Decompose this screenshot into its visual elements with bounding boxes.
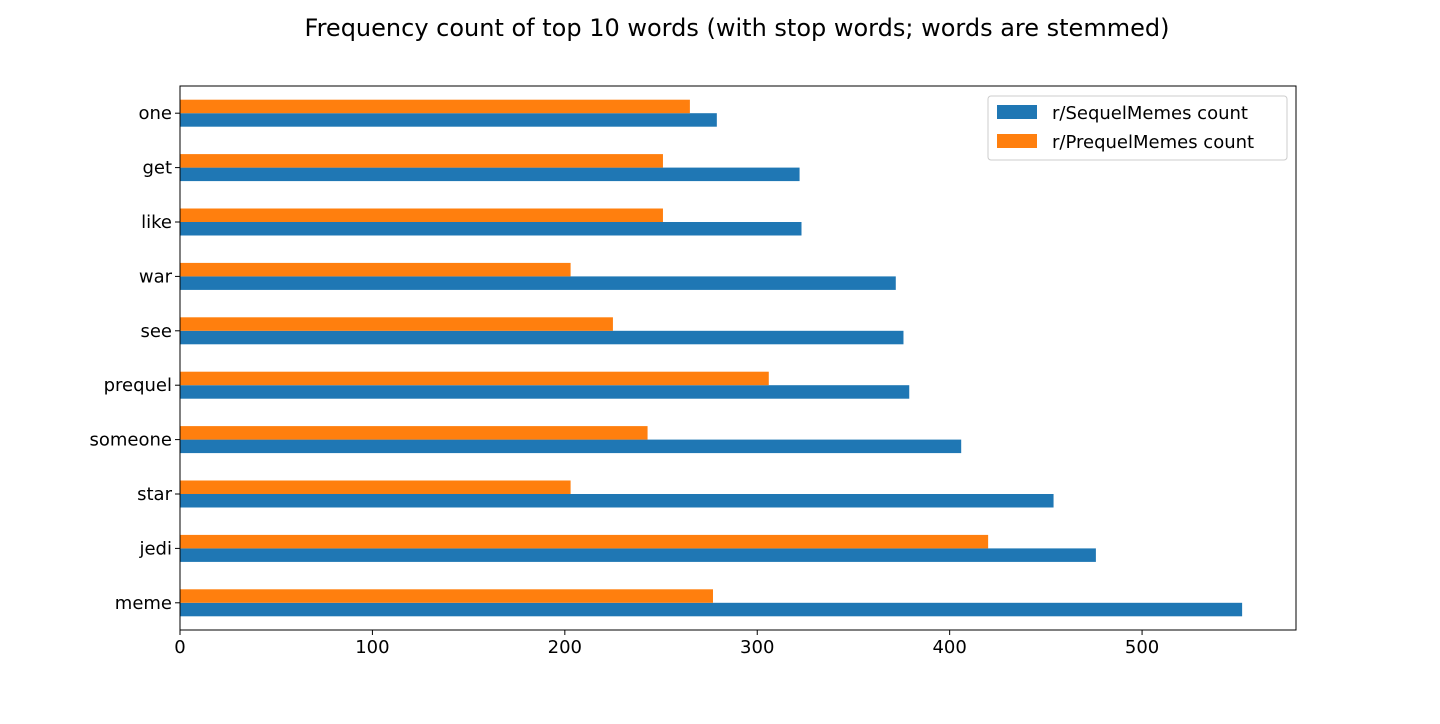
legend-swatch-prequel (997, 134, 1037, 148)
x-tick-label-0: 0 (174, 637, 185, 658)
bar-prequel-someone (180, 426, 648, 440)
bars-layer (180, 99, 1243, 617)
bar-prequel-jedi (180, 534, 989, 549)
y-tick-label-someone: someone (90, 430, 173, 451)
bar-prequel-star (180, 480, 571, 494)
bar-sequel-like (180, 222, 802, 236)
y-tick-label-meme: meme (115, 593, 172, 614)
x-tick-label-400: 400 (932, 637, 966, 658)
bar-prequel-get (180, 154, 663, 168)
legend-box (987, 95, 1288, 161)
x-tick-label-300: 300 (740, 637, 774, 658)
bar-prequel-one (180, 99, 690, 114)
x-tick-label-200: 200 (548, 637, 582, 658)
y-tick-label-like: like (141, 212, 172, 233)
bar-prequel-like (180, 208, 663, 222)
bar-prequel-war (180, 262, 571, 277)
bar-sequel-prequel (180, 385, 910, 399)
bar-sequel-one (180, 113, 717, 127)
bar-sequel-meme (180, 602, 1243, 617)
axes-layer: meme jedi star someone prequel see war like get o… (90, 85, 1297, 658)
bar-prequel-meme (180, 589, 713, 603)
y-tick-label-see: see (140, 321, 172, 342)
bar-sequel-someone (180, 439, 962, 454)
bar-sequel-jedi (180, 548, 1096, 562)
bar-sequel-see (180, 330, 904, 345)
y-tick-label-one: one (139, 103, 173, 124)
legend: r/SequelMemes count r/PrequelMemes count (987, 95, 1288, 161)
bar-sequel-war (180, 276, 896, 290)
y-tick-label-prequel: prequel (104, 375, 172, 396)
y-tick-label-get: get (142, 158, 172, 179)
bar-sequel-star (180, 494, 1054, 508)
x-tick-label-500: 500 (1125, 637, 1159, 658)
legend-label-prequel: r/PrequelMemes count (1052, 132, 1254, 153)
y-tick-label-war: war (139, 266, 173, 287)
bar-sequel-get (180, 167, 800, 182)
x-tick-label-100: 100 (355, 637, 389, 658)
y-tick-label-jedi: jedi (138, 538, 172, 559)
bar-prequel-prequel (180, 371, 769, 386)
plot-frame (179, 85, 1297, 631)
legend-swatch-sequel (997, 105, 1037, 119)
chart-title: Frequency count of top 10 words (with st… (305, 14, 1170, 42)
legend-label-sequel: r/SequelMemes count (1052, 103, 1248, 124)
bar-prequel-see (180, 317, 613, 331)
y-tick-label-star: star (137, 484, 172, 505)
